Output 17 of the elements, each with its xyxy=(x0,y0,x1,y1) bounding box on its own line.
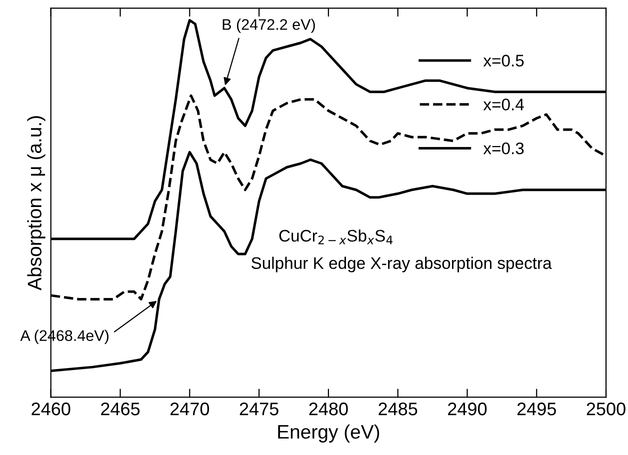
x-tick-label: 2470 xyxy=(170,402,210,416)
legend-label: x=0.3 xyxy=(483,142,524,154)
legend-label: x=0.5 xyxy=(483,54,524,67)
y-axis-title: Absorption x μ (a.u.) xyxy=(27,116,46,290)
annotation: Sulphur K edge X-ray absorption spectra xyxy=(251,256,552,272)
x-tick-label: 2495 xyxy=(517,402,556,416)
legend-label: x=0.4 xyxy=(483,98,524,110)
x-axis-title: Energy (eV) xyxy=(278,424,380,443)
annotation: CuCr$_{2−x}$Sb$_{x}$S$_{4}$ xyxy=(279,229,393,244)
x-tick-label: 2465 xyxy=(101,402,140,416)
x-tick-label: 2500 xyxy=(586,402,626,416)
x-tick-label: 2475 xyxy=(240,402,278,416)
x-tick-label: 2490 xyxy=(448,402,487,416)
annotation: B (2472.2 eV) xyxy=(222,18,315,33)
x-tick-label: 2480 xyxy=(309,402,348,416)
x-tick-label: 2460 xyxy=(32,402,70,416)
x-tick-label: 2485 xyxy=(378,402,418,416)
